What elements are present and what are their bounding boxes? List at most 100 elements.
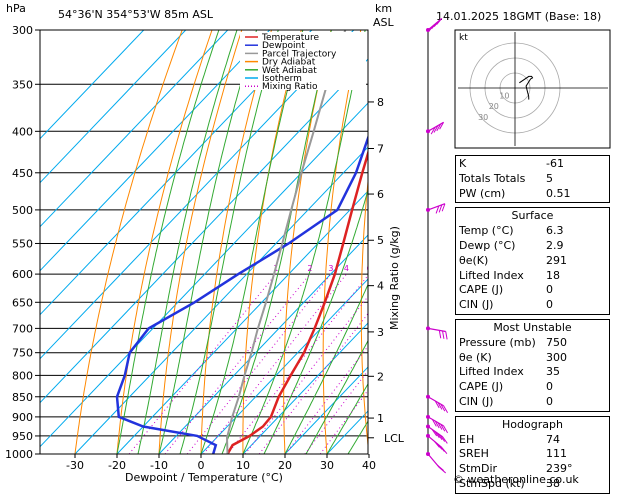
asl-label: ASL [373,16,395,29]
pressure-label-650: 650 [12,296,33,309]
datetime-label: 14.01.2025 18GMT (Base: 18) [436,10,601,23]
sreh-value: 111 [546,447,606,462]
surface-dewp-label: Dewp (°C) [459,239,515,254]
surface-theta-value: 291 [546,254,606,269]
eh-label: EH [459,433,474,448]
legend-item-6: Mixing Ratio [262,82,318,92]
pressure-label-850: 850 [12,391,33,404]
pressure-label-550: 550 [12,237,33,250]
km-label-5: 5 [377,234,384,247]
pressure-label-1000: 1000 [5,448,33,461]
km-label-8: 8 [377,96,384,109]
mixing-ratio-label-15: 15 [419,264,429,273]
surface-box: Surface Temp (°C)6.3 Dewp (°C)2.9 θe(K)2… [455,207,610,315]
pressure-label-950: 950 [12,430,33,443]
pressure-label-300: 300 [12,24,33,37]
surface-dewp-value: 2.9 [546,239,606,254]
dry-adiabat--10 [159,30,242,454]
surface-cape-label: CAPE (J) [459,283,503,298]
x-tick-label-30: 30 [320,459,334,472]
hodograph-ring-label-10: 10 [499,92,509,101]
dry-adiabat-40 [361,30,390,454]
km-label: km [375,2,392,15]
surface-theta-label: θe(K) [459,254,488,269]
unstable-theta-label: θe (K) [459,351,492,366]
unstable-cape-value: 0 [546,380,606,395]
km-label-LCL: LCL [384,432,405,445]
wind-barb-900 [426,415,448,433]
hpa-label: hPa [6,2,26,15]
wind-barb-500 [426,204,445,214]
mixing-ratio-3 [187,274,331,454]
mixing-ratio-15 [286,274,424,454]
km-label-6: 6 [377,188,384,201]
pressure-label-400: 400 [12,125,33,138]
km-label-7: 7 [377,142,384,155]
pressure-label-750: 750 [12,347,33,360]
location-label: 54°36'N 354°53'W 85m ASL [58,8,214,21]
wind-barb-300 [426,18,442,32]
wind-barbs [426,18,448,473]
x-tick-label-40: 40 [362,459,376,472]
dry-adiabat-60 [434,30,453,454]
pressure-label-500: 500 [12,204,33,217]
surface-temp-label: Temp (°C) [459,224,514,239]
stmdir-value: 239° [546,462,606,477]
surface-li-label: Lifted Index [459,269,524,284]
pw-value: 0.51 [546,187,606,202]
x-tick-label--30: -30 [66,459,84,472]
km-label-2: 2 [377,370,384,383]
x-axis-label: Dewpoint / Temperature (°C) [125,471,283,484]
sreh-label: SREH [459,447,489,462]
y-axis-right-label: Mixing Ratio (g/kg) [388,226,401,330]
unstable-theta-value: 300 [546,351,606,366]
mixing-ratio-label-6: 6 [366,264,371,273]
wet-adiabat--10 [159,30,257,454]
surface-temp-value: 6.3 [546,224,606,239]
pressure-label-700: 700 [12,322,33,335]
stmspd-value: 38 [546,477,606,492]
wind-barb-850 [426,395,448,413]
k-value: -61 [546,157,606,172]
mixing-ratio-label-4: 4 [344,264,349,273]
km-label-3: 3 [377,326,384,339]
surface-cape-value: 0 [546,283,606,298]
hodograph-kt-label: kt [459,33,468,43]
eh-value: 74 [546,433,606,448]
isotherm--60 [0,30,354,454]
unstable-li-value: 35 [546,365,606,380]
unstable-cin-value: 0 [546,395,606,410]
dry-adiabat-50 [398,30,420,454]
unstable-li-label: Lifted Index [459,365,524,380]
unstable-title: Most Unstable [459,321,606,336]
tt-label: Totals Totals [459,172,525,187]
tt-value: 5 [546,172,606,187]
unstable-cape-label: CAPE (J) [459,380,503,395]
unstable-cin-label: CIN (J) [459,395,493,410]
stmdir-label: StmDir [459,462,497,477]
wind-barb-950 [426,434,447,454]
unstable-pres-label: Pressure (mb) [459,336,536,351]
surface-cin-value: 0 [546,298,606,313]
surface-cin-label: CIN (J) [459,298,493,313]
surface-li-value: 18 [546,269,606,284]
isotherm--70 [0,30,312,454]
km-label-4: 4 [377,280,384,293]
pressure-label-900: 900 [12,411,33,424]
mixing-ratio-2 [165,274,310,454]
wet-adiabat-20 [285,30,454,454]
mixing-ratio-label-3: 3 [328,264,333,273]
hodograph-stats-title: Hodograph [459,418,606,433]
x-tick-label--20: -20 [108,459,126,472]
pressure-label-800: 800 [12,369,33,382]
wet-adiabat-0 [201,30,303,454]
pressure-label-350: 350 [12,78,33,91]
pressure-label-450: 450 [12,167,33,180]
unstable-pres-value: 750 [546,336,606,351]
pw-label: PW (cm) [459,187,505,202]
mixing-ratio-label-20: 20 [437,264,447,273]
